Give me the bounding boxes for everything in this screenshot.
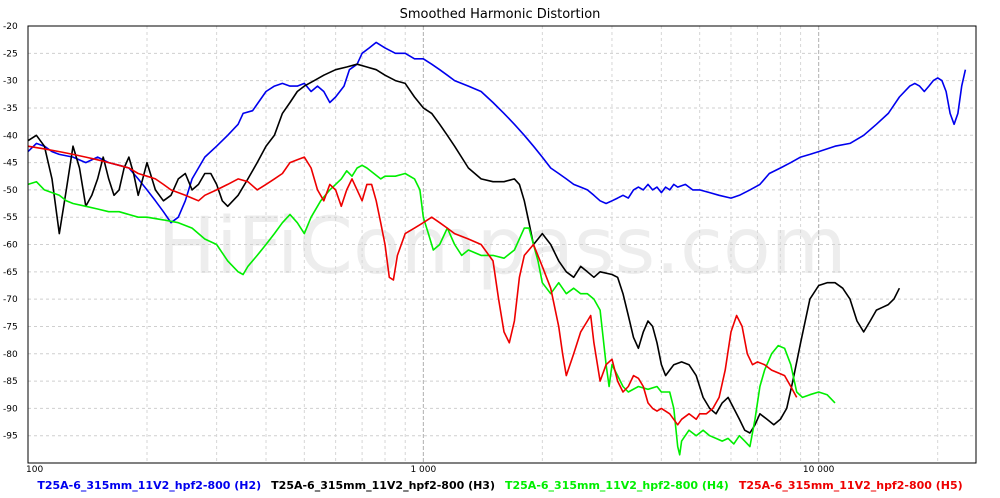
- y-tick-label: -70: [3, 295, 18, 305]
- series-line-h4: [27, 164, 836, 456]
- series-layer: [27, 41, 967, 456]
- y-tick-label: -95: [3, 432, 18, 442]
- plot-frame: [27, 25, 977, 464]
- series-line-h3: [27, 63, 901, 434]
- chart-title: Smoothed Harmonic Distortion: [399, 7, 601, 22]
- y-tick-label: -35: [3, 104, 18, 114]
- y-tick-label: -25: [3, 49, 18, 59]
- x-tick-label: 10 000: [803, 465, 835, 475]
- series-line-h5: [27, 145, 798, 426]
- axis-ticks: -20 -25 -30 -35 -40 -45 -50 -55 -60 -65 -70 -75 -80 -…: [3, 22, 835, 475]
- y-tick-label: -60: [3, 241, 18, 251]
- y-tick-label: -20: [3, 22, 18, 32]
- legend-entry-h2: T25A-6_315mm_11V2_hpf2-800 (H2): [37, 479, 262, 492]
- legend: T25A-6_315mm_11V2_hpf2-800 (H2) T25A-6_31…: [0, 479, 1000, 492]
- legend-entry-h3: T25A-6_315mm_11V2_hpf2-800 (H3): [271, 479, 495, 492]
- series-line-h2: [27, 41, 967, 224]
- y-tick-label: -75: [3, 322, 18, 332]
- y-tick-label: -50: [3, 186, 18, 196]
- watermark: HiFiCompass.com: [157, 202, 846, 292]
- y-tick-label: -80: [3, 350, 18, 360]
- y-tick-label: -65: [3, 268, 18, 278]
- y-tick-label: -45: [3, 159, 18, 169]
- legend-entry-h4: T25A-6_315mm_11V2_hpf2-800 (H4): [505, 479, 729, 492]
- x-tick-label: 100: [26, 465, 43, 475]
- y-tick-label: -90: [3, 404, 18, 414]
- y-tick-label: -85: [3, 377, 18, 387]
- x-tick-label: 1 000: [410, 465, 436, 475]
- y-tick-label: -55: [3, 213, 18, 223]
- y-tick-label: -30: [3, 77, 18, 87]
- y-tick-label: -40: [3, 131, 18, 141]
- legend-entry-h5: T25A-6_315mm_11V2_hpf2-800 (H5): [738, 479, 963, 492]
